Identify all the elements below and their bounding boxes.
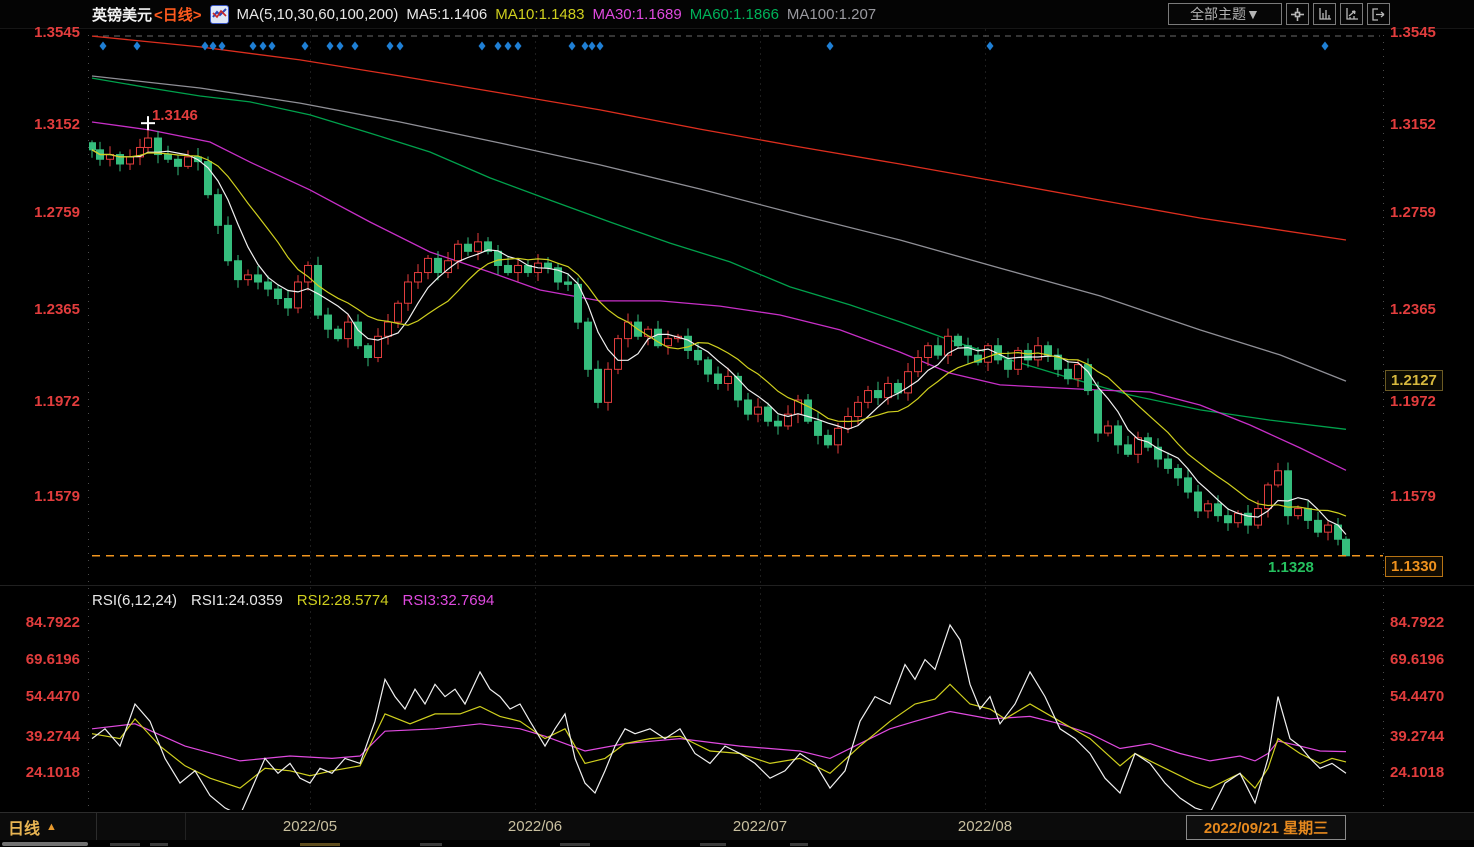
rsi1-value: RSI1:24.0359 xyxy=(191,592,283,609)
top-indicator-bar: 英镑美元 <日线> MA(5,10,30,60,100,200) MA5:1.14… xyxy=(0,0,1474,29)
price-axis-label-right: 1.3545 xyxy=(1390,24,1436,41)
rsi-pane xyxy=(91,623,1347,810)
scrollbar-thumb[interactable] xyxy=(2,842,88,846)
event-dot xyxy=(596,41,604,51)
ma5-value: MA5:1.1406 xyxy=(406,5,488,23)
clipped-bottom-row xyxy=(0,840,1474,847)
main-price-pane xyxy=(89,35,1383,557)
event-dot xyxy=(133,41,141,51)
price-axis-label-right: 1.3152 xyxy=(1390,116,1436,133)
x-scale-icon[interactable] xyxy=(1340,3,1363,25)
event-dot xyxy=(986,41,994,51)
theme-dropdown-button[interactable]: 全部主题▼ xyxy=(1168,3,1282,25)
rsi-header: RSI(6,12,24) RSI1:24.0359 RSI2:28.5774 R… xyxy=(92,592,494,609)
price-axis-label-right: 1.1972 xyxy=(1390,393,1436,410)
high-price-annotation: 1.3146 xyxy=(152,107,198,124)
ma30-value: MA30:1.1689 xyxy=(592,5,682,23)
event-dot xyxy=(396,41,404,51)
rsi-axis-label-right: 54.4470 xyxy=(1390,688,1445,705)
price-axis-label-left: 1.3152 xyxy=(34,116,80,133)
rsi-axis-label-left: 24.1018 xyxy=(25,764,80,781)
period-selector[interactable]: 日线 ▲ xyxy=(0,813,97,841)
date-tick-label: 2022/06 xyxy=(507,818,563,835)
highlighted-date-label: 2022/09/21 星期三 xyxy=(1186,815,1346,840)
last-price-axis-badge: 1.1330 xyxy=(1385,556,1443,577)
price-axis-label-left: 1.3545 xyxy=(34,24,80,41)
event-dot xyxy=(568,41,576,51)
rsi-axis-label-left: 54.4470 xyxy=(25,688,80,705)
price-axis-label-left: 1.1579 xyxy=(34,488,80,505)
rsi-params-label: RSI(6,12,24) xyxy=(92,592,178,609)
price-axis-label-left: 1.2759 xyxy=(34,204,80,221)
event-dot xyxy=(386,41,394,51)
ma60-value: MA60:1.1866 xyxy=(689,5,779,23)
event-dot xyxy=(581,41,589,51)
rsi-axis-label-right: 24.1018 xyxy=(1390,764,1445,781)
event-dot xyxy=(209,41,217,51)
price-axis-label-right: 1.2365 xyxy=(1390,301,1436,318)
rsi-axis-label-left: 39.2744 xyxy=(25,728,80,745)
event-dot xyxy=(351,41,359,51)
event-dot xyxy=(514,41,522,51)
export-icon[interactable] xyxy=(1367,3,1390,25)
axis-cell-divider xyxy=(185,813,186,841)
crosshair-icon[interactable] xyxy=(1286,3,1309,25)
rsi-axis-label-left: 84.7922 xyxy=(25,614,80,631)
ma10-value: MA10:1.1483 xyxy=(495,5,585,23)
time-axis-bar: 日线 ▲ 2022/05 2022/06 2022/07 2022/08 2022/0… xyxy=(0,812,1474,842)
event-dot xyxy=(301,41,309,51)
event-dot xyxy=(1321,41,1329,51)
period-selector-label: 日线 xyxy=(8,821,41,838)
triangle-up-icon: ▲ xyxy=(46,821,57,833)
event-dot xyxy=(494,41,502,51)
event-dot xyxy=(326,41,334,51)
price-axis-label-right: 1.1579 xyxy=(1390,488,1436,505)
rsi-axis-label-right: 84.7922 xyxy=(1390,614,1445,631)
indicator-chart-icon[interactable] xyxy=(209,4,229,24)
rsi-axis-label-right: 69.6196 xyxy=(1390,651,1445,668)
event-dot xyxy=(201,41,209,51)
event-dot xyxy=(259,41,267,51)
event-dot xyxy=(249,41,257,51)
price-axis-label-left: 1.2365 xyxy=(34,301,80,318)
rsi-axis-label-right: 39.2744 xyxy=(1390,728,1445,745)
date-tick-label: 2022/05 xyxy=(282,818,338,835)
date-tick-label: 2022/07 xyxy=(732,818,788,835)
event-dot xyxy=(826,41,834,51)
event-dot xyxy=(268,41,276,51)
event-dot xyxy=(99,41,107,51)
event-dot xyxy=(588,41,596,51)
event-dot xyxy=(478,41,486,51)
ma100-axis-badge: 1.2127 xyxy=(1385,370,1443,391)
rsi2-value: RSI2:28.5774 xyxy=(296,592,389,609)
event-dot xyxy=(504,41,512,51)
price-axis-label-left: 1.1972 xyxy=(34,393,80,410)
symbol-name: 英镑美元 xyxy=(92,6,153,24)
period-tag: <日线> xyxy=(154,6,202,24)
y-scale-icon[interactable] xyxy=(1313,3,1336,25)
event-dot xyxy=(336,41,344,51)
latest-low-annotation: 1.1328 xyxy=(1268,559,1314,576)
rsi-axis-label-left: 69.6196 xyxy=(25,651,80,668)
price-axis-label-right: 1.2759 xyxy=(1390,204,1436,221)
ma-group-label: MA(5,10,30,60,100,200) xyxy=(236,5,399,23)
date-tick-label: 2022/08 xyxy=(957,818,1013,835)
event-dot xyxy=(218,41,226,51)
ma100-value: MA100:1.207 xyxy=(786,5,877,23)
rsi3-value: RSI3:32.7694 xyxy=(402,592,495,609)
